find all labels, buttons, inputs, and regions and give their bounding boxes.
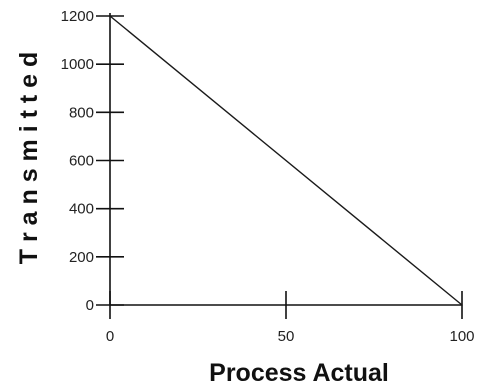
data-point-0-1 (461, 304, 463, 306)
x-tick-label-100: 100 (449, 328, 474, 345)
y-tick-label-1200: 1200 (61, 8, 94, 25)
y-tick-label-600: 600 (69, 153, 94, 170)
y-tick-label-800: 800 (69, 104, 94, 121)
x-tick-label-50: 50 (278, 328, 295, 345)
ticks: 0 200 400 600 800 1000 1200 0 50 100 (61, 8, 475, 345)
data-point-0-0 (109, 15, 111, 17)
series-layer (109, 15, 463, 306)
y-axis-title: T r a n s m i t t e d (15, 52, 43, 265)
y-tick-label-1000: 1000 (61, 56, 94, 73)
y-tick-label-200: 200 (69, 249, 94, 266)
x-tick-label-0: 0 (106, 328, 114, 345)
series-line-0 (109, 15, 463, 306)
y-tick-label-0: 0 (86, 297, 94, 314)
x-axis-title: Process Actual (209, 359, 389, 387)
y-tick-label-400: 400 (69, 201, 94, 218)
